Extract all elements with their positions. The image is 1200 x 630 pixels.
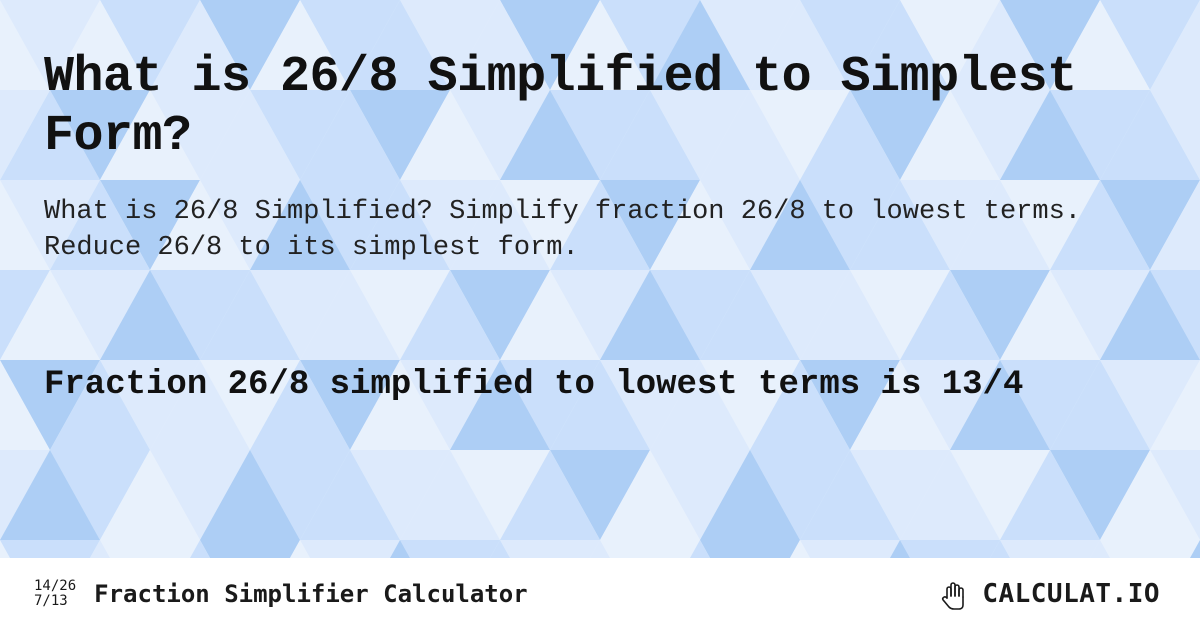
tool-name: Fraction Simplifier Calculator — [94, 580, 527, 608]
fraction-logo-top: 14/26 — [34, 579, 76, 594]
fraction-logo-bottom: 7/13 — [34, 594, 76, 609]
fraction-logo-icon: 14/26 7/13 — [34, 579, 76, 608]
page-description: What is 26/8 Simplified? Simplify fracti… — [44, 194, 1156, 267]
brand: CALCULAT.IO — [938, 576, 1160, 612]
page-title: What is 26/8 Simplified to Simplest Form… — [44, 48, 1156, 166]
main-content: What is 26/8 Simplified to Simplest Form… — [0, 0, 1200, 407]
brand-hand-icon — [938, 576, 974, 612]
footer-bar: 14/26 7/13 Fraction Simplifier Calculato… — [0, 558, 1200, 630]
footer-left: 14/26 7/13 Fraction Simplifier Calculato… — [34, 579, 528, 608]
answer-text: Fraction 26/8 simplified to lowest terms… — [44, 363, 1156, 407]
brand-name: CALCULAT.IO — [982, 579, 1160, 609]
